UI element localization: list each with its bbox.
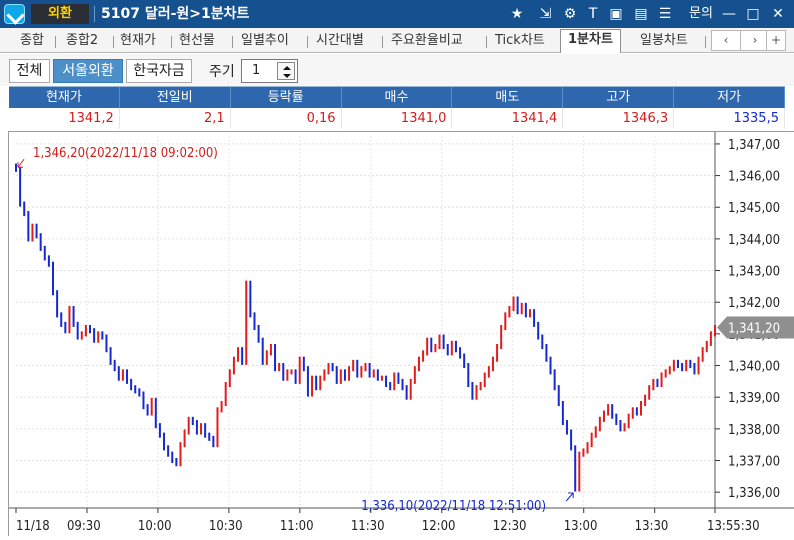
export-icon[interactable]: ⇲ [539, 6, 552, 22]
one-minute-chart[interactable]: 1,347,00 1,346,00 1,345,00 1,344,00 1,343,00… [8, 131, 794, 537]
header-ask: 매도 [452, 87, 564, 108]
high-arrow-icon [17, 158, 25, 168]
y-tick-label: 1,345,00 [728, 201, 780, 216]
x-tick-label: 13:30 [635, 519, 669, 534]
high-annotation: 1,346,20(2022/11/18 09:02:00) [33, 146, 218, 161]
settings-icon[interactable]: ⚙ [563, 6, 577, 22]
y-tick-label: 1,337,00 [728, 455, 780, 470]
current-price-value: 1341,2 [9, 108, 120, 129]
add-tab-icon[interactable]: + [766, 30, 786, 51]
period-stepper[interactable]: 1 [241, 59, 298, 83]
header-bid: 매수 [342, 87, 453, 108]
x-tick-label: 10:00 [138, 519, 172, 534]
tab-time-period[interactable]: 시간대별 [316, 33, 364, 48]
x-tick-label: 13:00 [564, 519, 598, 534]
change-rate-value: 0,16 [231, 108, 342, 129]
y-tick-label: 1,346,00 [728, 170, 780, 185]
chart-svg[interactable]: 1,347,00 1,346,00 1,345,00 1,344,00 1,343,00… [9, 132, 794, 537]
y-tick-label: 1,344,00 [728, 233, 780, 248]
tab-separator [486, 36, 487, 48]
tab-separator [705, 36, 706, 48]
text-icon[interactable]: T [588, 6, 598, 22]
y-tick-label: 1,340,00 [728, 360, 780, 375]
tab-scroll-left-icon[interactable]: ‹ [711, 30, 741, 51]
low-value: 1335,5 [674, 108, 785, 129]
header-change: 전일비 [120, 87, 231, 108]
tab-separator [113, 36, 114, 48]
tab-summary2[interactable]: 종합2 [66, 33, 99, 48]
chat-icon[interactable]: ▣ [609, 6, 623, 22]
app-logo-icon [4, 4, 25, 24]
maximize-icon[interactable]: □ [746, 6, 760, 22]
tab-daily-chart[interactable]: 일봉차트 [640, 33, 688, 48]
tab-major-rates[interactable]: 주요환율비교 [391, 33, 463, 48]
chart-background [9, 132, 794, 537]
high-value: 1346,3 [563, 108, 675, 129]
header-low: 저가 [674, 87, 785, 108]
x-tick-label: 12:30 [493, 519, 527, 534]
header-change-rate: 등락률 [231, 87, 342, 108]
tab-current-price[interactable]: 현재가 [120, 33, 156, 48]
tab-1min-chart[interactable]: 1분차트 [560, 29, 621, 53]
inquiry-button[interactable]: 문의 [689, 6, 713, 21]
filter-seoul-fx-button[interactable]: 서울외환 [53, 59, 123, 83]
quote-header-row: 현재가 전일비 등락률 매수 매도 고가 저가 [9, 87, 785, 108]
period-label: 주기 [209, 64, 235, 80]
x-tick-label: 10:30 [209, 519, 243, 534]
change-value: 2,1 [120, 108, 231, 129]
tab-separator [171, 36, 172, 48]
filter-korea-funds-button[interactable]: 한국자금 [126, 59, 192, 83]
print-icon[interactable]: ▤ [634, 6, 648, 22]
x-tick-label: 13:55:30 [707, 519, 760, 534]
tab-bar: 종합 종합2 현재가 현선물 일별추이 시간대별 주요환율비교 Tick차트 1… [0, 28, 794, 53]
category-badge: 외환 [31, 4, 89, 24]
y-tick-label: 1,342,00 [728, 296, 780, 311]
x-tick-label: 09:30 [67, 519, 101, 534]
quote-table: 현재가 전일비 등락률 매수 매도 고가 저가 1341,2 2,1 0,16 … [9, 86, 785, 129]
y-tick-label: 1,338,00 [728, 423, 780, 438]
low-arrow-icon [565, 492, 574, 502]
tab-separator [307, 36, 308, 48]
period-value: 1 [252, 63, 261, 78]
ask-value: 1341,4 [452, 108, 564, 129]
x-tick-label: 11/18 [16, 519, 50, 534]
stepper-icon[interactable] [277, 62, 295, 80]
filter-toolbar: 전체 서울외환 한국자금 주기 1 [0, 54, 794, 86]
tab-separator [55, 36, 56, 48]
low-annotation: 1,336,10(2022/11/18 12:51:00) [361, 499, 546, 514]
tab-daily-trend[interactable]: 일별추이 [241, 33, 289, 48]
tab-tick-chart[interactable]: Tick차트 [495, 33, 545, 48]
filter-all-button[interactable]: 전체 [9, 59, 50, 83]
header-high: 고가 [563, 87, 675, 108]
x-tick-label: 11:30 [351, 519, 385, 534]
header-current-price: 현재가 [9, 87, 120, 108]
window-title: 5107 달러-원>1분차트 [101, 6, 250, 22]
tab-separator [382, 36, 383, 48]
window-title-bar: 외환 5107 달러-원>1분차트 ★ ⇲ ⚙ T ▣ ▤ ☰ 문의 — □ ✕ [0, 0, 794, 28]
tab-summary[interactable]: 종합 [20, 33, 44, 48]
tab-separator [232, 36, 233, 48]
tab-spot-futures[interactable]: 현선물 [179, 33, 215, 48]
x-tick-label: 12:00 [422, 519, 456, 534]
quote-value-row: 1341,2 2,1 0,16 1341,0 1341,4 1346,3 133… [9, 108, 785, 129]
y-tick-label: 1,347,00 [728, 138, 780, 153]
current-price-label: 1,341,20 [728, 322, 780, 337]
star-icon[interactable]: ★ [510, 6, 524, 22]
x-tick-label: 11:00 [280, 519, 314, 534]
minimize-icon[interactable]: — [722, 6, 736, 22]
close-icon[interactable]: ✕ [772, 6, 784, 22]
list-icon[interactable]: ☰ [658, 6, 672, 22]
current-price-marker [717, 316, 794, 339]
bid-value: 1341,0 [342, 108, 453, 129]
y-tick-label: 1,336,00 [728, 486, 780, 501]
y-tick-label: 1,339,00 [728, 391, 780, 406]
y-tick-label: 1,343,00 [728, 265, 780, 280]
title-separator [94, 6, 95, 22]
